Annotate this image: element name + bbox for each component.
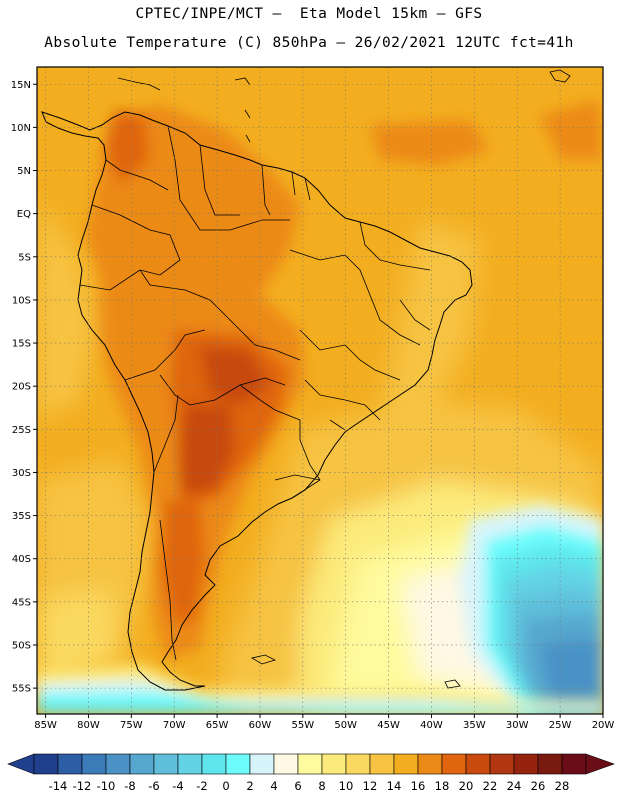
colorbar-label: -4 [172,779,183,793]
colorbar-swatch [201,753,227,775]
colorbar-label: 16 [411,779,426,793]
colorbar-label: -2 [196,779,207,793]
lon-label: 55W [292,720,315,731]
lon-label: 25W [549,720,572,731]
lat-label: 15S [12,339,31,350]
colorbar-swatch [153,753,179,775]
lon-label: 35W [463,720,486,731]
lon-label: 30W [506,720,529,731]
colorbar-low-arrow [7,753,35,775]
map-title-line-2: Absolute Temperature (C) 850hPa – 26/02/… [44,35,574,51]
colorbar-label: 20 [459,779,474,793]
lat-label: 45S [12,597,31,608]
colorbar-swatch [561,753,587,775]
colorbar-label: -14 [49,779,68,793]
colorbar-swatch [441,753,467,775]
colorbar-swatch [249,753,275,775]
colorbar: -14 -12 -10 -8 -6 -4 -2 0 2 4 6 8 10 12 14 16 18 20 22 24 26… [7,753,615,793]
lat-label: 10N [11,123,31,134]
colorbar-label: 10 [339,779,354,793]
lon-label: 45W [377,720,400,731]
lon-label: 80W [77,720,100,731]
colorbar-label: -12 [73,779,92,793]
colorbar-label: 12 [363,779,378,793]
lon-label: 20W [592,720,615,731]
colorbar-label: -6 [148,779,159,793]
lat-label: 55S [12,684,31,695]
colorbar-label: 8 [318,779,325,793]
colorbar-swatch [537,753,563,775]
colorbar-label: -8 [124,779,135,793]
lon-label: 60W [249,720,272,731]
lat-label: 5N [17,166,31,177]
lat-label: 40S [12,554,31,565]
lon-label: 40W [420,720,443,731]
islands [117,69,571,689]
colorbar-label: 14 [387,779,402,793]
colorbar-swatch [393,753,419,775]
latitude-labels: 15N 10N 5N EQ 5S 10S 15S 20S 25S 30S 35S 40S 45S 50S 5… [11,80,37,695]
colorbar-swatch [321,753,347,775]
colorbar-label: 0 [222,779,229,793]
colorbar-swatch [129,753,155,775]
colorbar-swatch [105,753,131,775]
colorbar-swatch [81,753,107,775]
longitude-labels: 85W 80W 75W 70W 65W 60W 55W 50W 45W 40W 35W 30W 25W 2… [34,714,614,731]
colorbar-label: 26 [531,779,546,793]
map-frame [36,66,604,715]
colorbar-swatch [489,753,515,775]
colorbar-swatch [177,753,203,775]
lon-label: 70W [163,720,186,731]
lon-label: 65W [206,720,229,731]
map-title-line-1: CPTEC/INPE/MCT – Eta Model 15km – GFS [135,6,483,22]
colorbar-label: 22 [483,779,498,793]
lat-label: 10S [12,295,31,306]
temperature-map: 15N 10N 5N EQ 5S 10S 15S 20S 25S 30S 35S 40S 45S 50S 5… [11,66,614,731]
colorbar-swatch [225,753,251,775]
colorbar-label: 28 [555,779,570,793]
colorbar-label: 2 [246,779,253,793]
colorbar-swatch [417,753,443,775]
colorbar-label: -10 [97,779,116,793]
colorbar-swatch [345,753,371,775]
lat-label: EQ [17,209,31,220]
colorbar-swatch [297,753,323,775]
lat-label: 25S [12,425,31,436]
temperature-field [37,67,603,714]
colorbar-swatch [369,753,395,775]
lat-label: 20S [12,382,31,393]
lon-label: 50W [334,720,357,731]
colorbar-swatch [57,753,83,775]
lat-label: 50S [12,640,31,651]
lon-label: 75W [120,720,143,731]
colorbar-label: 4 [270,779,277,793]
colorbar-label: 24 [507,779,522,793]
colorbar-swatch [33,753,59,775]
colorbar-swatch [273,753,299,775]
colorbar-swatch [513,753,539,775]
lat-label: 15N [11,80,31,91]
coastline-outline [41,111,473,691]
lat-label: 35S [12,511,31,522]
colorbar-high-arrow [585,753,615,775]
country-borders [79,125,431,661]
colorbar-label: 6 [294,779,301,793]
lon-label: 85W [34,720,57,731]
lat-label: 5S [18,252,31,263]
lat-label: 30S [12,468,31,479]
colorbar-label: 18 [435,779,450,793]
colorbar-swatch [465,753,491,775]
